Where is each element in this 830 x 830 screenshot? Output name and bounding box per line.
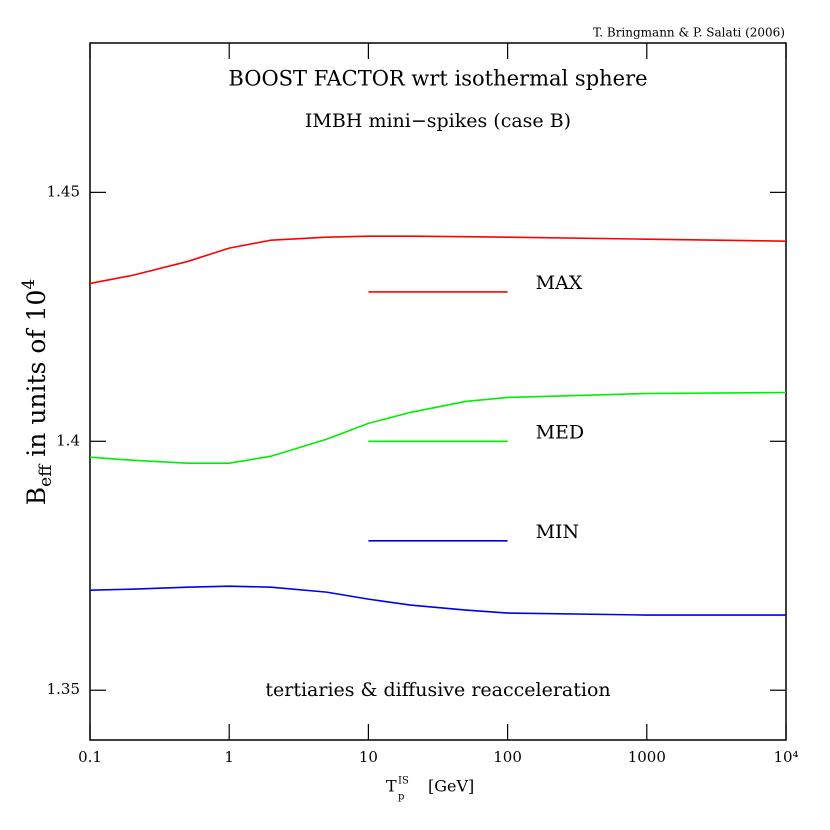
credit: T. Bringmann & P. Salati (2006) [593,26,785,40]
series-line [89,585,786,616]
legend-label: MED [536,421,585,443]
series-line [89,235,787,285]
legend-label: MIN [536,521,580,543]
x-tick-label: 0.1 [78,748,102,766]
x-label-symbol: T [386,777,397,796]
y-label-subscript: eff [36,463,56,487]
y-label-superscript: 4 [19,279,39,290]
x-tick-label: 10⁴ [773,748,798,766]
y-tick-label: 1.35 [47,680,80,698]
chart-subtitle: IMBH mini−spikes (case B) [305,110,571,132]
series-line [89,391,787,464]
x-tick-label: 10 [359,748,378,766]
y-label-symbol: B [22,487,51,505]
y-label-text: in units of 10 [22,290,51,457]
x-tick-label: 100 [493,748,522,766]
x-tick-label: 1000 [628,748,666,766]
x-label-superscript: IS [398,776,409,787]
x-tick-label: 1 [224,748,234,766]
x-label-text: [GeV] [428,777,474,796]
x-axis-label: T IS p [GeV] [386,776,474,803]
x-label-subscript: p [398,792,404,803]
chart-title: BOOST FACTOR wrt isothermal sphere [228,67,647,91]
plot-frame [89,42,787,741]
legend-label: MAX [536,272,583,294]
y-axis-label: Beff in units of 104 [19,279,56,505]
y-tick-label: 1.4 [56,431,80,449]
annotation: tertiaries & diffusive reacceleration [265,679,610,701]
y-tick-label: 1.45 [47,182,80,200]
